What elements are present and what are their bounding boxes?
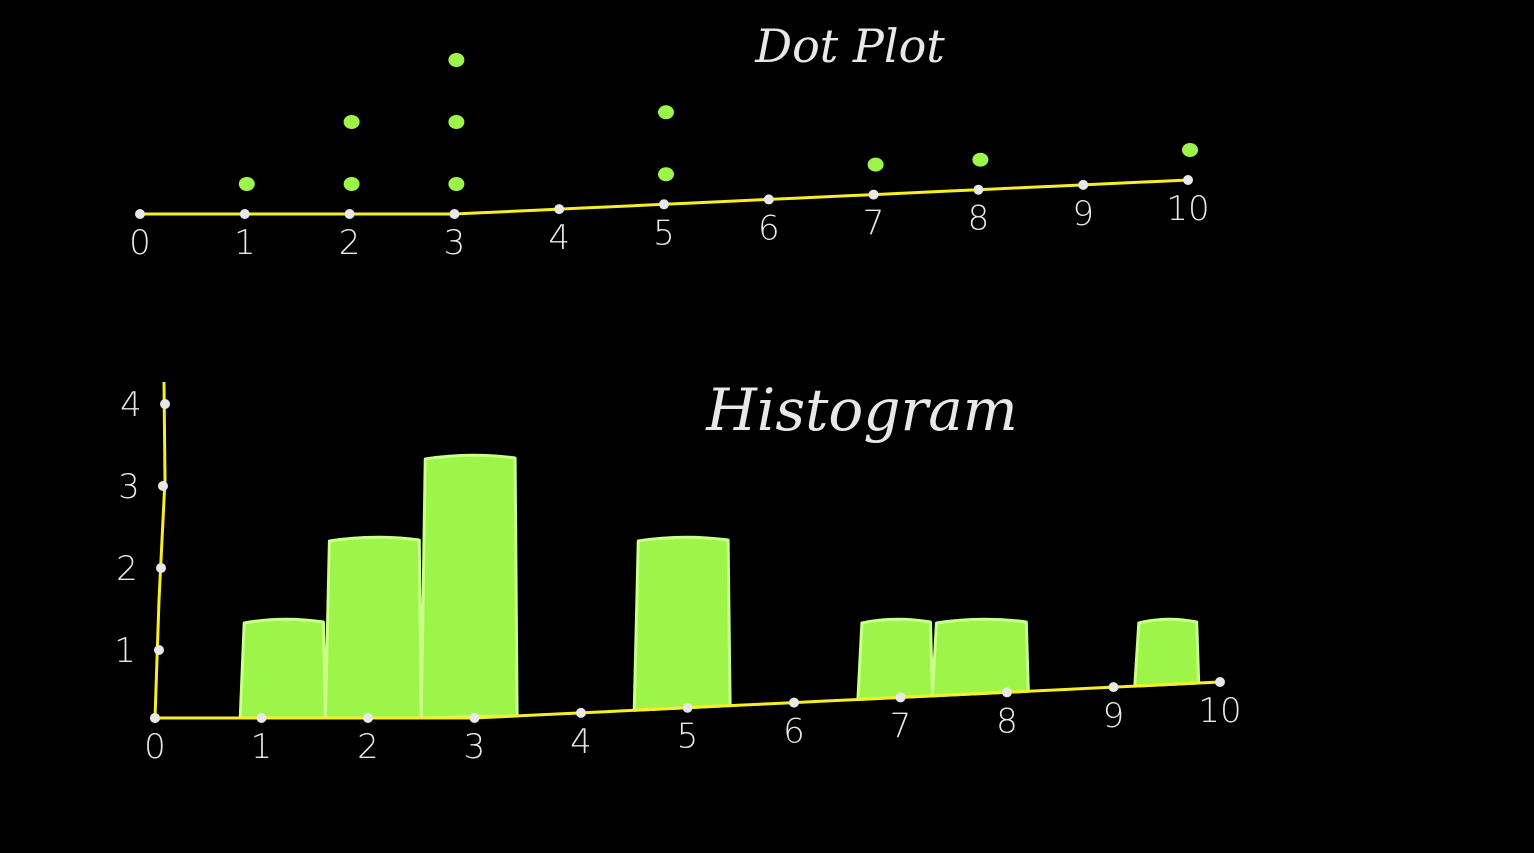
dot-plot-tick-mark bbox=[973, 184, 984, 195]
histogram-x-tick-label: 6 bbox=[783, 712, 805, 752]
dot-plot-ticks: 0 1 2 3 4 5 6 7 8 9 10 bbox=[129, 175, 1210, 263]
histogram-x-tick-mark bbox=[1215, 677, 1225, 687]
histogram-y-tick-label: 3 bbox=[118, 467, 140, 507]
dot-plot-tick-label: 6 bbox=[758, 208, 780, 248]
histogram-origin-mark bbox=[150, 713, 160, 723]
histogram-title: Histogram bbox=[705, 376, 1018, 444]
dot-plot-tick-label: 0 bbox=[129, 223, 151, 263]
histogram-y-tick-mark bbox=[158, 481, 168, 491]
histogram-bars bbox=[238, 453, 1201, 720]
histogram-bar bbox=[1133, 617, 1201, 688]
dot-plot-tick-label: 9 bbox=[1072, 194, 1094, 234]
histogram-x-tick-mark bbox=[895, 692, 906, 703]
histogram-x-ticks: 0 1 2 3 4 5 6 7 8 9 10 bbox=[144, 677, 1242, 767]
dot-plot-dot bbox=[972, 152, 989, 167]
histogram-x-tick-mark bbox=[576, 707, 586, 718]
histogram-x-tick-mark bbox=[469, 713, 480, 723]
histogram-x-tick-mark bbox=[363, 713, 373, 723]
histogram-bar bbox=[856, 617, 934, 701]
dot-plot-dot bbox=[238, 177, 255, 191]
histogram-x-tick-label: 1 bbox=[251, 727, 273, 767]
dot-plot-tick-label: 1 bbox=[234, 223, 256, 263]
dot-plot-tick-label: 2 bbox=[339, 223, 361, 263]
histogram-x-tick-label: 9 bbox=[1103, 696, 1125, 736]
dot-plot-tick-mark bbox=[659, 199, 669, 210]
dot-plot: Dot Plot 0 1 2 3 4 5 6 7 8 9 10 bbox=[129, 19, 1209, 263]
histogram-bar bbox=[419, 453, 519, 720]
dot-plot-dot bbox=[1182, 143, 1198, 157]
histogram-x-tick-mark bbox=[256, 713, 267, 723]
dot-plot-title: Dot Plot bbox=[754, 19, 945, 73]
dot-plot-dot bbox=[867, 157, 884, 172]
histogram-y-tick-mark bbox=[160, 399, 170, 409]
dot-plot-dot bbox=[448, 177, 465, 191]
histogram-x-tick-label: 10 bbox=[1198, 691, 1241, 731]
histogram-x-tick-label: 0 bbox=[144, 727, 166, 767]
dot-plot-dot bbox=[658, 167, 674, 182]
histogram-x-tick-mark bbox=[1108, 682, 1119, 693]
dot-plot-tick-label: 7 bbox=[863, 204, 885, 244]
dot-plot-dot bbox=[343, 177, 360, 191]
histogram-y-ticks: 1 2 3 4 bbox=[114, 385, 170, 671]
histogram-y-axis-line bbox=[153, 381, 167, 719]
histogram-y-tick-mark bbox=[156, 563, 166, 573]
histogram-x-tick-label: 7 bbox=[890, 706, 912, 746]
dot-plot-dot bbox=[658, 105, 674, 120]
dot-plot-dot bbox=[448, 115, 465, 129]
dot-plot-tick-mark bbox=[1078, 179, 1089, 190]
histogram-x-tick-label: 8 bbox=[996, 701, 1018, 741]
histogram-bar bbox=[930, 617, 1030, 698]
dot-plot-tick-label: 4 bbox=[548, 218, 570, 258]
histogram-x-tick-label: 4 bbox=[570, 722, 592, 762]
dot-plot-tick-label: 10 bbox=[1166, 189, 1209, 229]
dot-plot-tick-mark bbox=[554, 204, 565, 215]
histogram: Histogram 0 1 2 3 4 5 6 7 8 9 10 1 2 3 4 bbox=[114, 376, 1241, 767]
histogram-y-tick-mark bbox=[154, 645, 164, 655]
histogram-y-tick-label: 4 bbox=[120, 385, 142, 425]
dot-plot-tick-mark bbox=[449, 209, 460, 219]
histogram-bar bbox=[238, 617, 327, 720]
histogram-x-tick-label: 3 bbox=[464, 727, 486, 767]
histogram-bar bbox=[323, 535, 423, 720]
dot-plot-tick-mark bbox=[1183, 175, 1193, 185]
histogram-x-tick-label: 5 bbox=[677, 717, 699, 757]
dot-plot-dot bbox=[448, 53, 465, 67]
histogram-x-tick-mark bbox=[682, 702, 693, 713]
dot-plot-tick-mark bbox=[868, 189, 879, 200]
dot-plot-tick-label: 5 bbox=[653, 213, 675, 253]
histogram-y-tick-label: 1 bbox=[114, 631, 136, 671]
dot-plot-tick-mark bbox=[239, 209, 250, 219]
dot-plot-dot bbox=[343, 115, 360, 129]
histogram-y-tick-label: 2 bbox=[116, 549, 138, 589]
dot-plot-tick-label: 3 bbox=[444, 223, 466, 263]
histogram-bar bbox=[632, 535, 732, 712]
dot-plot-tick-mark bbox=[135, 209, 145, 219]
dot-plot-tick-mark bbox=[344, 209, 355, 219]
dot-plot-tick-mark bbox=[763, 194, 774, 205]
dot-plot-tick-label: 8 bbox=[968, 199, 990, 239]
dot-plot-dots bbox=[238, 53, 1198, 191]
histogram-x-tick-mark bbox=[1002, 687, 1012, 698]
histogram-x-tick-mark bbox=[789, 697, 799, 708]
histogram-x-tick-label: 2 bbox=[357, 727, 379, 767]
